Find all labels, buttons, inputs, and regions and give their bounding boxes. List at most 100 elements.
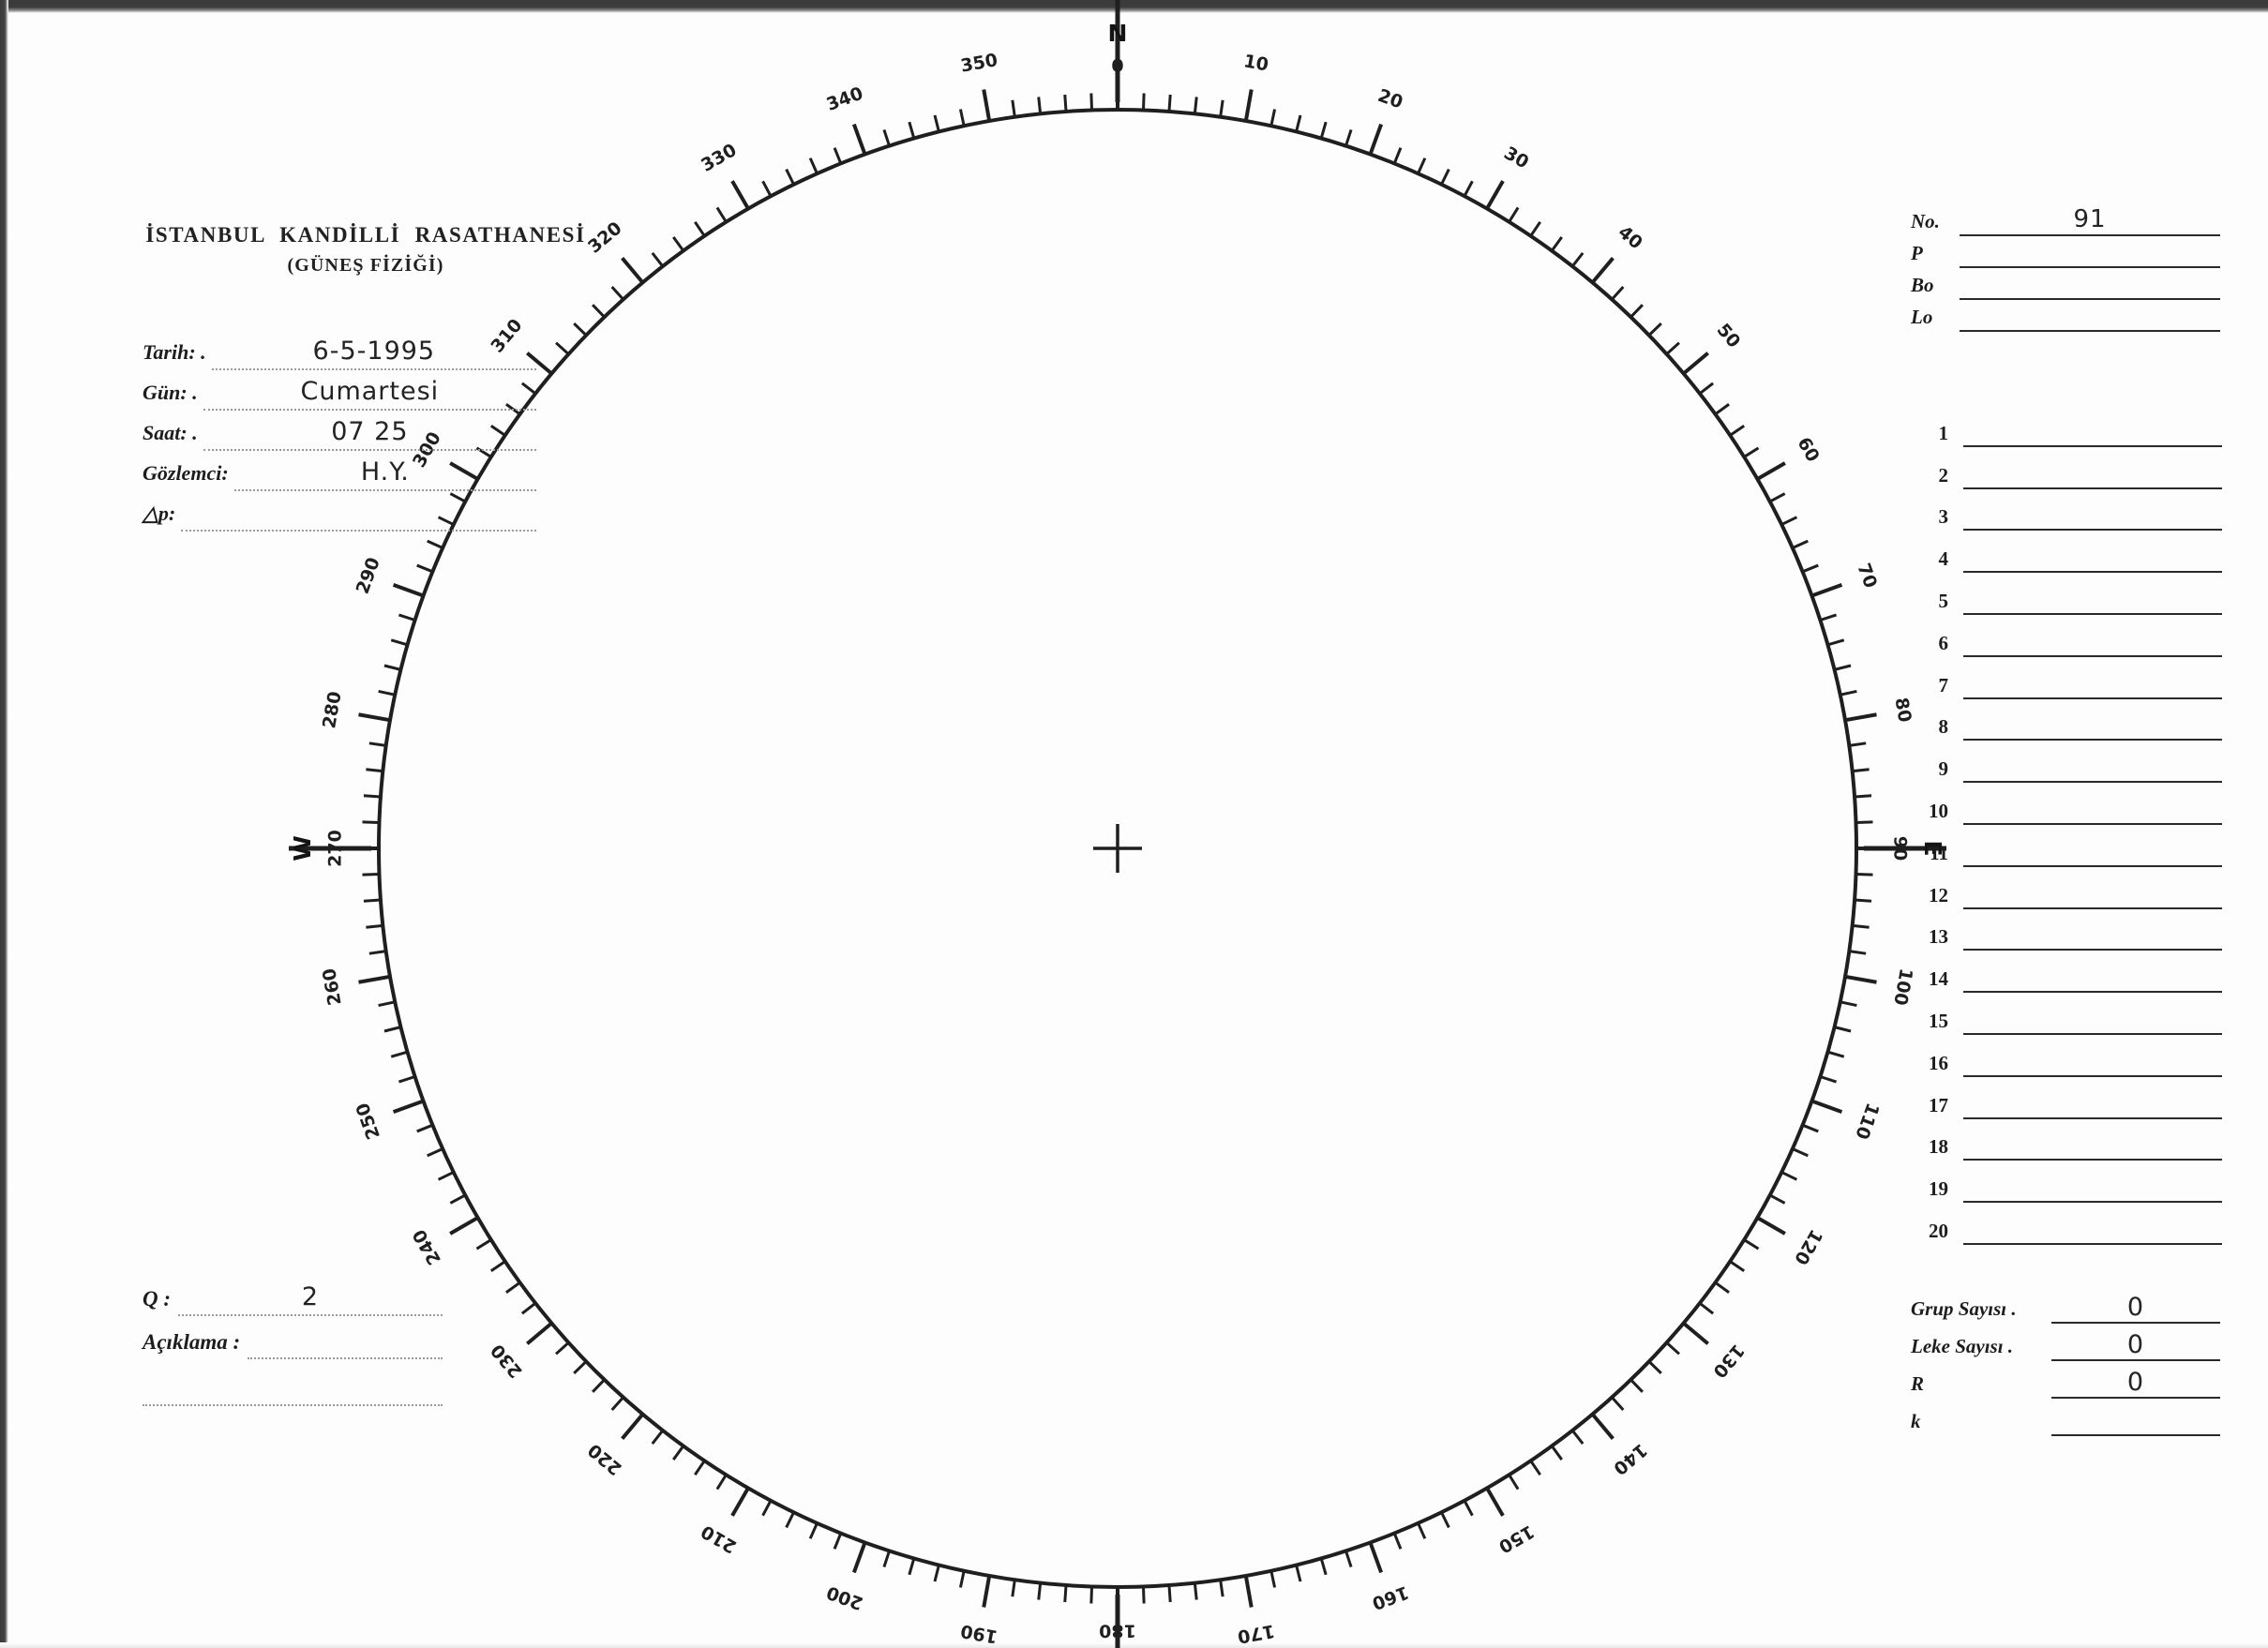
spot-list-row: 7	[1903, 657, 2222, 699]
spot-list-field[interactable]	[1963, 1224, 2222, 1245]
form-row-day: Gün: . Cumartesi	[143, 370, 536, 411]
dial-tick-label: 50	[1713, 320, 1745, 352]
value-leke-sayisi: 0	[2126, 1330, 2145, 1359]
field-tarih[interactable]: 6-5-1995	[211, 337, 536, 370]
dial-tick-label: 330	[698, 140, 740, 176]
dial-tick-label: 80	[1890, 696, 1915, 724]
spot-list-row: 19	[1903, 1161, 2222, 1204]
label-no: No.	[1911, 210, 1940, 232]
spot-list-index: 11	[1930, 841, 1948, 864]
spot-list-index: 5	[1938, 589, 1949, 612]
dial-cardinal-degree: 90	[1890, 836, 1911, 861]
spot-list-field[interactable]	[1963, 594, 2222, 615]
spot-list-field[interactable]	[1963, 889, 2222, 909]
spot-list-field[interactable]	[1963, 510, 2222, 532]
field-q[interactable]: 2	[178, 1282, 443, 1316]
spot-list-row: 16	[1903, 1035, 2222, 1077]
dial-tick-label: 230	[487, 1340, 526, 1382]
spot-list-index: 14	[1929, 967, 1948, 991]
quality-row-note: Açıklama :	[143, 1316, 443, 1359]
spot-list-row: 18	[1903, 1119, 2222, 1161]
spot-list-field[interactable]	[1963, 1099, 2222, 1119]
spot-list-field[interactable]	[1963, 846, 2222, 867]
dial-cardinal-n: N	[1108, 20, 1128, 47]
field-gozlemci[interactable]: H.Y.	[233, 457, 536, 491]
spot-list-index: 8	[1938, 715, 1949, 739]
spot-list-field[interactable]	[1963, 427, 2222, 447]
spot-list-field[interactable]	[1963, 720, 2222, 742]
form-row-observer: Gözlemci: H.Y.	[143, 451, 536, 491]
scan-edge-bottom	[0, 1642, 2268, 1648]
value-r: 0	[2126, 1368, 2145, 1397]
spot-list-row: 11	[1903, 825, 2222, 867]
dial-tick-label: 210	[698, 1521, 740, 1557]
dial-tick-label: 220	[584, 1439, 626, 1478]
dial-tick-label: 150	[1495, 1521, 1538, 1557]
dial-cardinal-degree: 0	[1111, 56, 1123, 77]
spot-list-field[interactable]	[1963, 930, 2222, 951]
spot-list-row: 8	[1903, 699, 2222, 742]
scan-edge-top	[0, 0, 2268, 13]
spot-list-field[interactable]	[1963, 1014, 2222, 1035]
id-row-lo: Lo	[1911, 300, 2220, 332]
spot-list-index: 10	[1929, 799, 1948, 822]
label-q: Q :	[143, 1287, 172, 1311]
dial-cardinal-degree: 180	[1099, 1621, 1136, 1641]
label-lo: Lo	[1911, 306, 1933, 328]
spot-list-row: 5	[1903, 573, 2222, 615]
field-r[interactable]: 0	[2051, 1368, 2220, 1399]
field-bo[interactable]	[1960, 274, 2220, 300]
spot-list-index: 13	[1929, 925, 1948, 949]
spot-list-field[interactable]	[1963, 679, 2222, 699]
dial-tick-label: 350	[959, 50, 999, 77]
value-gozlemci: H.Y.	[360, 457, 410, 487]
dial-tick-label: 290	[353, 555, 384, 597]
quality-row-q: Q : 2	[143, 1273, 443, 1316]
id-row-bo: Bo	[1911, 268, 2220, 300]
field-p[interactable]	[1960, 242, 2220, 268]
summary-row-group-count: Grup Sayısı . 0	[1911, 1286, 2220, 1324]
field-aciklama-overflow[interactable]	[143, 1384, 443, 1406]
spot-list-row: 3	[1903, 489, 2222, 532]
value-gun: Cumartesi	[300, 377, 440, 406]
spot-list-row: 1	[1903, 405, 2222, 447]
spot-list-field[interactable]	[1963, 469, 2222, 489]
field-k[interactable]	[2051, 1410, 2220, 1436]
dial-cardinal-e: E	[1919, 840, 1946, 856]
spot-list-field[interactable]	[1963, 1182, 2222, 1204]
spot-list-index: 6	[1938, 631, 1949, 654]
dial-tick-group	[347, 78, 1888, 1619]
dial-tick-label: 280	[319, 690, 346, 730]
field-aciklama[interactable]	[248, 1327, 443, 1359]
spot-list-field[interactable]	[1963, 1140, 2222, 1161]
spot-list-row: 14	[1903, 951, 2222, 994]
label-grup-sayisi: Grup Sayısı .	[1911, 1297, 2017, 1320]
field-saat[interactable]: 07 25	[203, 417, 536, 451]
field-grup-sayisi[interactable]: 0	[2051, 1293, 2220, 1324]
spot-list-index: 17	[1929, 1093, 1948, 1116]
spot-list-field[interactable]	[1963, 1056, 2222, 1077]
field-delta-p[interactable]	[181, 498, 536, 532]
label-bo: Bo	[1911, 274, 1934, 296]
label-gun: Gün: .	[143, 381, 198, 404]
spot-list-row: 10	[1903, 783, 2222, 825]
value-tarih: 6-5-1995	[312, 337, 436, 366]
spot-list-field[interactable]	[1963, 552, 2222, 574]
field-leke-sayisi[interactable]: 0	[2051, 1330, 2220, 1361]
spot-list-field[interactable]	[1963, 804, 2222, 825]
spot-list-index: 18	[1929, 1135, 1948, 1159]
label-aciklama: Açıklama :	[143, 1330, 241, 1354]
field-gun[interactable]: Cumartesi	[203, 377, 536, 411]
spot-list-field[interactable]	[1963, 762, 2222, 784]
spot-list-index: 19	[1929, 1177, 1948, 1201]
spot-list-row: 17	[1903, 1077, 2222, 1119]
spot-list-field[interactable]	[1963, 637, 2222, 657]
dial-tick-label: 170	[1236, 1620, 1276, 1647]
field-no[interactable]: 91	[1960, 205, 2220, 236]
spot-list-index: 16	[1929, 1051, 1948, 1074]
field-lo[interactable]	[1960, 306, 2220, 332]
spot-list-field[interactable]	[1963, 972, 2222, 994]
observation-form: Tarih: . 6-5-1995 Gün: . Cumartesi Saat:…	[143, 330, 536, 532]
dial-center-crosshair	[1093, 824, 1142, 873]
